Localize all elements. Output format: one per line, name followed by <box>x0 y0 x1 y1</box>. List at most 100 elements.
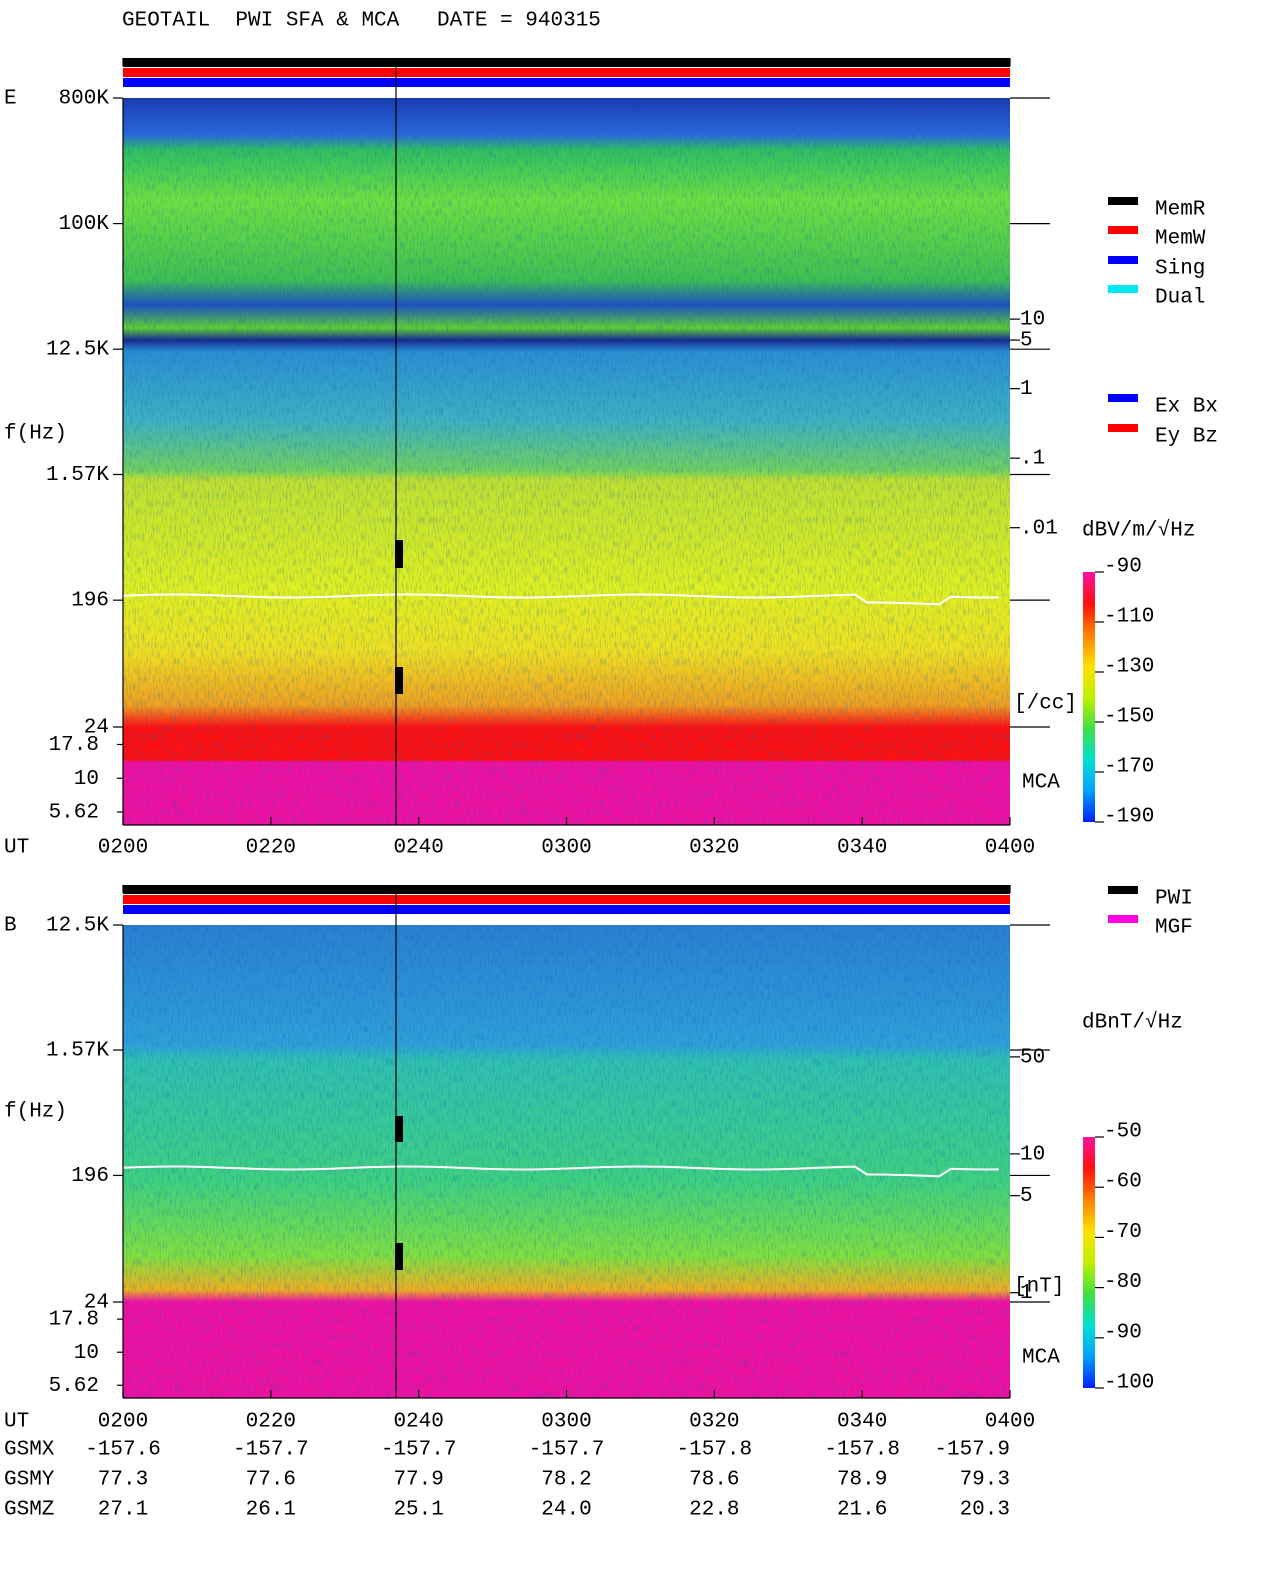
colorbar-tick-label: -90 <box>1104 556 1142 579</box>
data-gap-mark <box>395 540 403 568</box>
colorbar-tick-label: -90 <box>1104 1321 1142 1344</box>
legend-label: MemW <box>1155 228 1206 251</box>
x-tick-label: 0320 <box>689 1411 739 1434</box>
orbit-value: 26.1 <box>246 1499 296 1522</box>
legend-swatch <box>1108 915 1138 923</box>
colorbar-tick-label: -80 <box>1104 1271 1142 1294</box>
colorbar-label: dBnT/√Hz <box>1082 1011 1183 1035</box>
legend-label: MemR <box>1155 199 1206 222</box>
mca-y-tick-label: 5.62 <box>49 802 99 825</box>
x-tick-label: 0400 <box>985 837 1035 860</box>
x-tick-label: 0300 <box>541 1411 591 1434</box>
y-tick-label: 1.57K <box>46 1040 109 1063</box>
legend-swatch <box>1108 226 1138 234</box>
x-tick-label: 0300 <box>541 837 591 860</box>
orbit-value: 24.0 <box>541 1499 591 1522</box>
mca-y-tick-label: 5.62 <box>49 1375 99 1398</box>
colorbar-tick-label: -170 <box>1104 756 1154 779</box>
mca-y-tick-label: 10 <box>74 1342 99 1365</box>
orbit-value: -157.7 <box>529 1439 605 1462</box>
y2-tick-label: 1 <box>1020 1282 1033 1305</box>
colorbar <box>1083 572 1095 822</box>
legend-label: Dual <box>1155 287 1205 310</box>
x-axis-label: UT <box>4 1411 29 1434</box>
y2-tick-label: 50 <box>1020 1046 1045 1069</box>
colorbar <box>1083 1137 1095 1388</box>
y-tick-label: 1.57K <box>46 464 109 487</box>
y-tick-label: 196 <box>71 590 109 613</box>
x-tick-label: 0200 <box>98 837 148 860</box>
colorbar-tick-label: -150 <box>1104 706 1154 729</box>
y-tick-label: 196 <box>71 1165 109 1188</box>
status-bar-red <box>123 68 1010 77</box>
colorbar-tick-label: -130 <box>1104 656 1154 679</box>
y-tick-label: 100K <box>59 213 110 236</box>
mca-label: MCA <box>1022 1347 1060 1370</box>
legend-swatch <box>1108 285 1138 293</box>
colorbar-tick-label: -190 <box>1104 806 1154 829</box>
orbit-value: 22.8 <box>689 1499 739 1522</box>
mca-y-tick-label: 10 <box>74 768 99 791</box>
x-tick-label: 0400 <box>985 1411 1035 1434</box>
legend-swatch <box>1108 424 1138 432</box>
cyclotron-line <box>122 1165 1000 1178</box>
orbit-value: 20.3 <box>960 1499 1010 1522</box>
legend-label: Sing <box>1155 258 1205 281</box>
orbit-value: -157.8 <box>824 1439 900 1462</box>
orbit-value: -157.8 <box>677 1439 753 1462</box>
status-bar-blue <box>123 78 1010 87</box>
y2-tick-label: 1 <box>1020 378 1033 401</box>
y-axis-label: f(Hz) <box>4 1101 67 1124</box>
y-tick-label: 12.5K <box>46 915 109 938</box>
orbit-value: 79.3 <box>960 1469 1010 1492</box>
y-axis-label: f(Hz) <box>4 423 67 446</box>
y-tick-label: 24 <box>84 717 109 740</box>
colorbar-label: dBV/m/√Hz <box>1082 519 1195 543</box>
orbit-value: -157.7 <box>233 1439 309 1462</box>
chart-title: GEOTAIL PWI SFA & MCA DATE = 940315 <box>122 10 601 33</box>
x-tick-label: 0340 <box>837 837 887 860</box>
mca-y-tick-label: 17.8 <box>49 1309 99 1332</box>
colorbar-tick-label: -70 <box>1104 1221 1142 1244</box>
x-tick-label: 0340 <box>837 1411 887 1434</box>
x-tick-label: 0200 <box>98 1411 148 1434</box>
status-bar-red <box>123 895 1010 904</box>
colorbar-tick-label: -60 <box>1104 1171 1142 1194</box>
legend-label: Ey Bz <box>1155 426 1218 449</box>
data-gap-mark <box>395 1116 403 1142</box>
legend-swatch <box>1108 394 1138 402</box>
y2-tick-label: .01 <box>1020 517 1058 540</box>
orbit-value: 78.9 <box>837 1469 887 1492</box>
panel-label: E <box>4 88 17 111</box>
colorbar-tick-label: -110 <box>1104 606 1154 629</box>
orbit-value: 77.9 <box>393 1469 443 1492</box>
orbit-value: 77.3 <box>98 1469 148 1492</box>
orbit-row-label: GSMZ <box>4 1499 54 1522</box>
y2-tick-label: 5 <box>1020 330 1033 353</box>
orbit-value: 78.2 <box>541 1469 591 1492</box>
legend-swatch <box>1108 886 1138 894</box>
legend-label: MGF <box>1155 917 1193 940</box>
y2-axis-label: [nT] <box>1014 1276 1064 1299</box>
colorbar-tick-label: -50 <box>1104 1121 1142 1144</box>
spectrogram-texture <box>123 98 1010 825</box>
y-tick-label: 800K <box>59 88 110 111</box>
legend-swatch <box>1108 197 1138 205</box>
panel-label: B <box>4 915 17 938</box>
data-gap-mark <box>395 667 403 694</box>
y2-tick-label: .1 <box>1020 448 1045 471</box>
orbit-row-label: GSMX <box>4 1439 55 1462</box>
y-tick-label: 24 <box>84 1292 109 1315</box>
legend-label: Ex Bx <box>1155 396 1218 419</box>
y-tick-label: 12.5K <box>46 339 109 362</box>
y2-tick-label: 5 <box>1020 1185 1033 1208</box>
orbit-value: 27.1 <box>98 1499 148 1522</box>
x-axis-label: UT <box>4 837 29 860</box>
x-tick-label: 0220 <box>246 1411 296 1434</box>
x-tick-label: 0320 <box>689 837 739 860</box>
legend-swatch <box>1108 256 1138 264</box>
x-tick-label: 0220 <box>246 837 296 860</box>
